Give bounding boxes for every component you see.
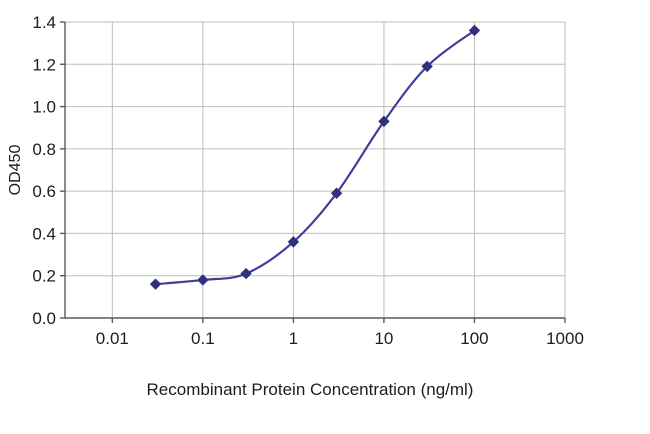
y-tick-label: 0.6 (32, 182, 56, 201)
x-tick-label: 100 (460, 329, 488, 348)
data-point-marker (421, 60, 433, 73)
x-axis-title: Recombinant Protein Concentration (ng/ml… (146, 380, 474, 399)
data-point-marker (197, 274, 209, 286)
data-point-marker (330, 187, 343, 199)
data-point-marker (378, 115, 390, 128)
x-tick-label: 1000 (546, 329, 584, 348)
y-tick-label: 0.4 (32, 224, 56, 243)
y-axis-title: OD450 (7, 144, 24, 196)
y-tick-label: 0.8 (32, 140, 56, 159)
x-tick-label: 1 (289, 329, 298, 348)
data-point-marker (287, 236, 300, 248)
y-tick-label: 1.0 (32, 98, 56, 117)
x-tick-label: 0.1 (191, 329, 215, 348)
data-point-marker (240, 267, 252, 280)
series-line (154, 29, 476, 286)
y-tick-label: 1.2 (32, 55, 56, 74)
y-tick-label: 1.4 (32, 13, 56, 32)
y-tick-label: 0.2 (32, 267, 56, 286)
data-point-marker (149, 278, 162, 290)
y-tick-label: 0.0 (32, 309, 56, 328)
x-tick-label: 0.01 (96, 329, 129, 348)
x-tick-label: 10 (374, 329, 393, 348)
data-point-marker (468, 24, 481, 37)
